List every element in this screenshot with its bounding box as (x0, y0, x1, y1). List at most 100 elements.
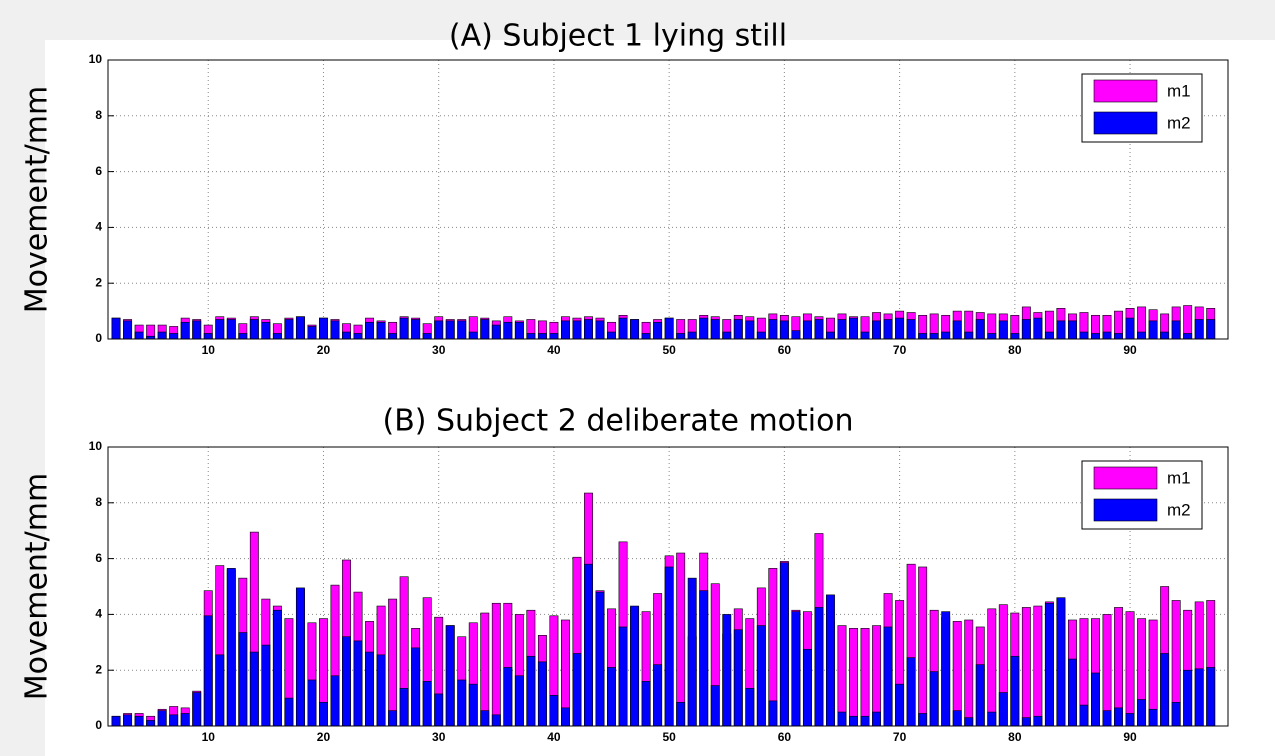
bar (837, 625, 847, 727)
bar (872, 625, 882, 727)
bar (584, 319, 593, 340)
bar (733, 319, 743, 340)
bar (802, 320, 812, 340)
x-tick-label: 20 (317, 343, 331, 357)
bar (952, 320, 962, 340)
bar (872, 320, 882, 340)
bar (1102, 710, 1112, 727)
bar (422, 681, 432, 727)
bar (1033, 317, 1043, 340)
bar (745, 320, 755, 340)
bar (710, 685, 720, 727)
bar (676, 552, 686, 727)
bar (134, 331, 144, 340)
bar (1114, 707, 1123, 727)
bar (987, 711, 997, 727)
bar (353, 640, 363, 727)
bar (445, 320, 455, 340)
bar (249, 319, 259, 340)
bar (514, 675, 524, 727)
bar (641, 333, 651, 340)
bar (330, 320, 340, 340)
bar (1183, 669, 1193, 727)
bar (365, 321, 375, 340)
bar (549, 333, 559, 340)
bar (1183, 333, 1193, 340)
bar (607, 667, 616, 727)
bar (215, 654, 225, 727)
bar (295, 587, 305, 727)
bar (630, 605, 640, 727)
bar (445, 625, 455, 727)
bar (1033, 605, 1043, 727)
bar (1044, 331, 1054, 340)
legend-swatch (1093, 111, 1158, 135)
bar (238, 333, 248, 340)
bar (1021, 607, 1031, 727)
bar (1033, 715, 1043, 727)
bar (998, 692, 1008, 727)
bar (722, 614, 732, 727)
bar (929, 671, 939, 727)
x-tick-label: 40 (547, 343, 561, 357)
legend-label: m1 (1167, 81, 1191, 100)
bar (561, 320, 570, 340)
legend-swatch (1093, 498, 1158, 522)
bar (941, 611, 951, 727)
bar (987, 333, 997, 340)
bar (952, 621, 962, 727)
bar (1114, 333, 1123, 340)
bar (468, 683, 478, 727)
bar (411, 647, 421, 727)
bar (342, 636, 351, 727)
bar (987, 608, 997, 727)
bar (768, 319, 778, 340)
bar (1044, 602, 1054, 727)
x-tick-label: 70 (893, 343, 907, 357)
subplot: (A) Subject 1 lying still Movement/mm 0 2 4 6… (20, 19, 1229, 357)
bar (365, 651, 375, 727)
bar (1079, 331, 1089, 340)
bar (549, 695, 559, 727)
bar (180, 713, 190, 727)
bar (918, 566, 928, 727)
bar (618, 317, 628, 340)
x-tick-label: 80 (1008, 343, 1022, 357)
bar (526, 655, 536, 727)
legend: m1 m2 (1081, 460, 1203, 530)
bar (618, 626, 628, 727)
x-tick-label: 10 (202, 730, 216, 744)
bar (653, 321, 663, 340)
bar (1125, 713, 1135, 727)
bar (1079, 704, 1089, 727)
bar (1194, 668, 1204, 727)
bar (687, 577, 697, 727)
bar (826, 594, 835, 727)
bar (503, 321, 513, 340)
y-tick-label: 6 (95, 551, 102, 565)
bar (399, 688, 409, 727)
bar (1067, 320, 1077, 340)
x-tick-label: 70 (893, 730, 907, 744)
plot-area (108, 60, 1228, 339)
bar (203, 333, 213, 340)
y-tick-label: 6 (95, 164, 102, 178)
bar (699, 317, 709, 340)
bar (157, 710, 167, 727)
bar (284, 697, 294, 727)
bar (572, 320, 582, 340)
x-tick-label: 10 (202, 343, 216, 357)
legend-label: m2 (1167, 113, 1191, 132)
bar (215, 319, 225, 340)
bar (457, 320, 467, 340)
bar (146, 720, 156, 727)
y-axis-label: Movement/mm (20, 473, 55, 700)
bar (756, 331, 766, 340)
bar (964, 331, 974, 340)
bar (791, 330, 801, 340)
bar (226, 319, 236, 340)
x-tick-label: 90 (1123, 730, 1137, 744)
bar (376, 654, 386, 727)
bar (134, 715, 144, 727)
bar (388, 598, 398, 727)
